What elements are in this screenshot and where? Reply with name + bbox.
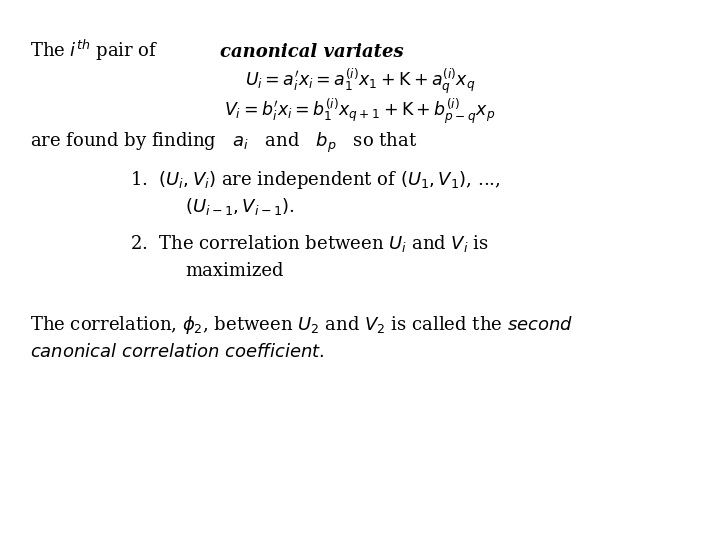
- Text: 1.  $(U_i, V_i)$ are independent of $(U_1, V_1)$, ...,: 1. $(U_i, V_i)$ are independent of $(U_1…: [130, 169, 500, 191]
- Text: The $i^{th}$ pair of: The $i^{th}$ pair of: [30, 38, 158, 63]
- Text: $V_i = b_i^{\prime}x_i = b_1^{(i)}x_{q+1} +\mathrm{K}+ b_{p-q}^{(i)}x_p$: $V_i = b_i^{\prime}x_i = b_1^{(i)}x_{q+1…: [225, 97, 495, 127]
- Text: canonical variates: canonical variates: [220, 43, 404, 61]
- Text: $U_i = a_i^{\prime}x_i = a_1^{(i)}x_1 +\mathrm{K}+ a_q^{(i)}x_q$: $U_i = a_i^{\prime}x_i = a_1^{(i)}x_1 +\…: [245, 67, 475, 97]
- Text: are found by finding   $a_i$   and   $b_p$   so that: are found by finding $a_i$ and $b_p$ so …: [30, 131, 418, 155]
- Text: 2.  The correlation between $U_i$ and $V_i$ is: 2. The correlation between $U_i$ and $V_…: [130, 233, 489, 254]
- Text: $\mathbf{\mathit{canonical\ correlation\ coefficient.}}$: $\mathbf{\mathit{canonical\ correlation\…: [30, 343, 325, 361]
- Text: The correlation, $\phi_2$, between $U_2$ and $V_2$ is called the $\mathbf{\mathi: The correlation, $\phi_2$, between $U_2$…: [30, 314, 573, 336]
- Text: $(U_{i-1}, V_{i-1})$.: $(U_{i-1}, V_{i-1})$.: [185, 196, 295, 217]
- Text: maximized: maximized: [185, 262, 284, 280]
